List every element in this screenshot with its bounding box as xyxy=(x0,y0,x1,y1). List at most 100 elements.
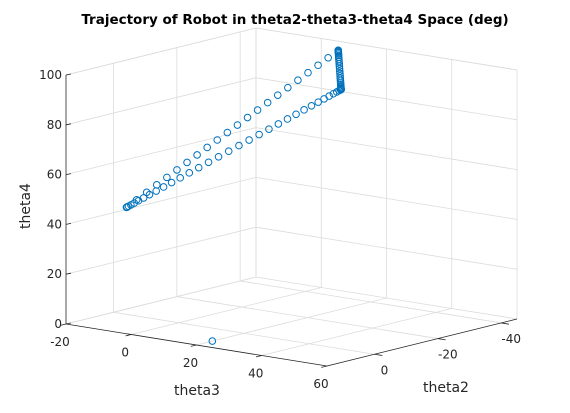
data-point xyxy=(167,178,176,187)
y-tick-mark xyxy=(321,365,328,368)
data-point xyxy=(203,143,211,152)
data-point xyxy=(204,158,213,167)
y-tick-label: -20 xyxy=(50,335,70,349)
grid-line xyxy=(255,77,518,121)
data-point xyxy=(163,173,171,182)
grid-line xyxy=(261,308,452,356)
data-point xyxy=(274,120,283,128)
chart-title: Trajectory of Robot in theta2-theta3-the… xyxy=(81,12,508,28)
data-point xyxy=(214,152,223,161)
data-point xyxy=(336,69,344,78)
data-point xyxy=(307,102,316,110)
z-tick-mark xyxy=(65,223,72,225)
z-axis-label: theta4 xyxy=(18,183,34,229)
z-tick-mark xyxy=(65,73,72,76)
y-axis-label: theta3 xyxy=(174,383,220,399)
z-tick-label: 100 xyxy=(39,68,62,82)
data-point xyxy=(334,46,343,55)
data-point xyxy=(183,158,191,167)
grid-line xyxy=(255,276,518,320)
data-point xyxy=(139,194,148,202)
axes-box xyxy=(65,75,518,367)
z-tick-mark xyxy=(65,322,72,325)
data-point xyxy=(223,128,232,137)
data-point xyxy=(273,91,282,99)
grid-line xyxy=(65,226,257,275)
y-tick-label: 20 xyxy=(183,356,198,370)
data-point xyxy=(224,147,233,156)
x-axis-line xyxy=(326,318,518,367)
data-point xyxy=(122,203,131,212)
x-tick-mark xyxy=(501,322,510,325)
z-tick-label: 80 xyxy=(47,118,62,132)
y-tick-mark xyxy=(125,334,132,337)
data-point xyxy=(185,169,194,177)
tick-layer: -40 -20 0 -20 0 20 40 60 0 20 40 60 80 100 xyxy=(39,68,521,391)
grid-line xyxy=(196,297,387,346)
data-point xyxy=(159,183,168,191)
data-point xyxy=(324,53,332,62)
x-tick-mark xyxy=(374,353,383,356)
data-point xyxy=(292,110,300,119)
data-point xyxy=(213,136,222,144)
data-point xyxy=(173,166,181,174)
data-point xyxy=(152,187,160,195)
y-tick-mark xyxy=(60,323,67,326)
grid-line xyxy=(255,226,518,270)
data-point xyxy=(142,188,151,197)
grid-line xyxy=(65,177,257,225)
data-point xyxy=(284,83,292,92)
y-tick-mark xyxy=(255,355,262,358)
x-axis-label: theta2 xyxy=(423,380,469,396)
x-tick-mark xyxy=(437,338,446,341)
grid-line xyxy=(131,287,322,335)
data-point xyxy=(243,113,252,122)
x-tick-label: -40 xyxy=(501,332,521,346)
z-tick-mark xyxy=(65,173,72,175)
data-point xyxy=(152,181,161,189)
data-point xyxy=(253,106,262,114)
data-point xyxy=(283,115,292,123)
data-point xyxy=(325,92,333,100)
data-point xyxy=(335,67,344,75)
data-point xyxy=(314,98,322,106)
data-point xyxy=(300,106,308,114)
data-point xyxy=(245,136,253,144)
x-tick-label: -20 xyxy=(438,348,458,362)
data-point xyxy=(255,130,263,139)
y-tick-label: 0 xyxy=(121,346,129,360)
data-point xyxy=(335,57,343,66)
grid-line xyxy=(255,27,518,71)
data-point xyxy=(132,196,141,204)
y-tick-mark xyxy=(190,344,197,347)
grid-line xyxy=(65,127,257,175)
z-tick-label: 60 xyxy=(47,168,62,182)
grid-line xyxy=(65,77,257,126)
data-point xyxy=(336,72,344,80)
data-point xyxy=(233,121,242,129)
data-point xyxy=(265,125,273,133)
data-point xyxy=(193,151,201,159)
data-point xyxy=(194,163,203,172)
data-point xyxy=(314,61,322,70)
marker-layer xyxy=(122,46,345,345)
z-tick-label: 40 xyxy=(47,217,62,231)
y-tick-label: 60 xyxy=(313,377,328,391)
data-point xyxy=(235,141,243,150)
grid-line xyxy=(65,276,257,325)
data-point xyxy=(176,174,184,182)
data-point xyxy=(335,64,344,73)
z-tick-mark xyxy=(65,123,72,126)
x-tick-label: 0 xyxy=(381,363,389,377)
grid-line xyxy=(255,177,518,220)
data-point xyxy=(336,74,345,83)
z-tick-mark xyxy=(65,272,72,275)
grid-line xyxy=(255,127,518,170)
data-point xyxy=(263,98,272,107)
data-point xyxy=(304,68,312,77)
z-tick-label: 20 xyxy=(47,267,62,281)
data-point xyxy=(294,76,302,84)
y-tick-label: 40 xyxy=(248,367,263,381)
